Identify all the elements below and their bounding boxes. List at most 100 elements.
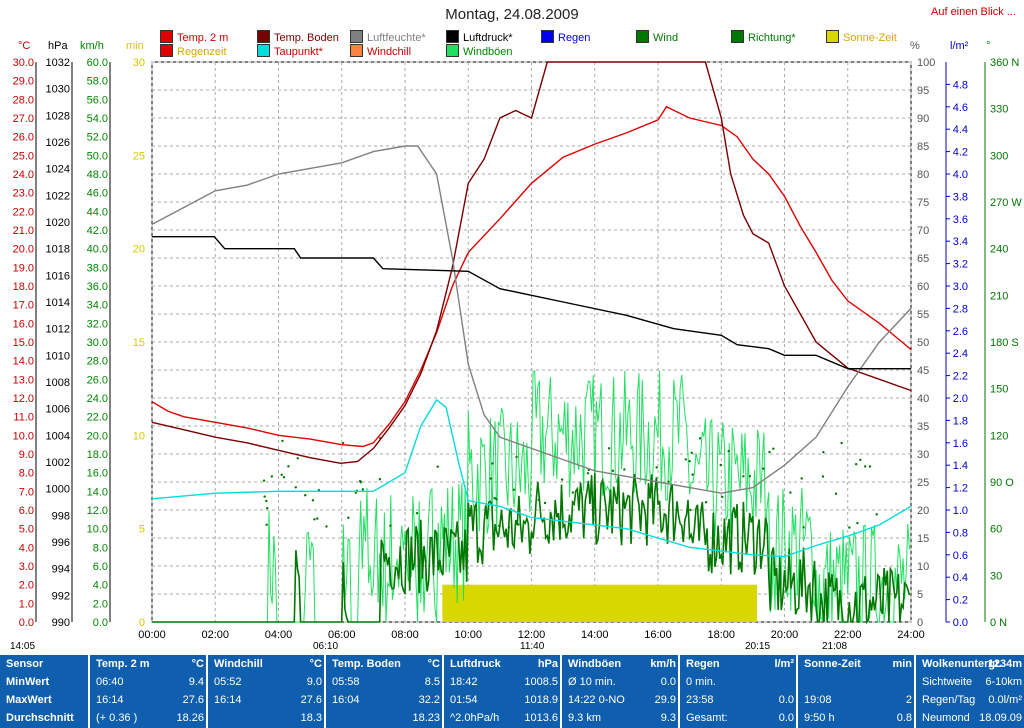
- legend-swatch: [257, 30, 270, 43]
- stats-value: 27.6: [300, 694, 322, 706]
- stats-value: 32.2: [418, 694, 440, 706]
- wind-tick: 58.0: [87, 76, 108, 88]
- stats-header-label: Windchill: [214, 658, 263, 670]
- direction-dot: [537, 498, 540, 502]
- direction-dot: [690, 451, 693, 454]
- direction-tick: 330: [990, 104, 1008, 116]
- direction-tick: 210: [990, 290, 1008, 302]
- stats-column: Temp. Boden °C 05:58 8.5 16:04 32.2 18.23: [324, 655, 444, 728]
- wind-tick: 38.0: [87, 262, 108, 274]
- series-luftfeuchte-: [151, 145, 912, 494]
- stats-header-unit: km/h: [650, 658, 676, 670]
- time-sunset: 20:15: [745, 641, 771, 652]
- temp-tick: 16.0: [13, 318, 34, 330]
- pressure-tick: 1012: [46, 324, 70, 336]
- direction-dot: [586, 472, 590, 475]
- legend-label: Taupunkt*: [274, 46, 323, 58]
- stats-value: 18.26: [176, 712, 204, 724]
- wind-tick: 42.0: [87, 225, 108, 237]
- direction-dot: [689, 508, 692, 512]
- wind-tick: 48.0: [87, 169, 108, 181]
- direction-dot: [623, 468, 626, 471]
- pressure-tick: 1006: [46, 404, 70, 416]
- humidity-tick: 55: [917, 309, 929, 321]
- stats-row: 18.23: [326, 709, 444, 727]
- direction-dot: [495, 498, 498, 501]
- temp-tick: 20.0: [13, 244, 34, 256]
- wind-tick: 16.0: [87, 468, 108, 480]
- humidity-tick: 85: [917, 141, 929, 153]
- rain-tick: 1.2: [953, 483, 968, 495]
- stats-time: 9:50 h: [804, 712, 835, 724]
- unit-percent: %: [910, 40, 920, 52]
- direction-dot: [698, 437, 702, 440]
- stats-row: 0 min.: [680, 673, 798, 691]
- direction-dot: [270, 475, 274, 478]
- direction-dot: [655, 466, 658, 469]
- pressure-tick: 994: [52, 564, 70, 576]
- x-tick: 04:00: [265, 629, 293, 641]
- glance-link[interactable]: Auf einen Blick ...: [931, 6, 1016, 18]
- direction-dot: [515, 455, 518, 459]
- stats-time: 19:08: [804, 694, 832, 706]
- stats-header-label: Temp. 2 m: [96, 658, 150, 670]
- wind-tick: 0.0: [93, 617, 108, 629]
- rain-tick: 3.6: [953, 214, 968, 226]
- stats-header: Temp. Boden °C: [326, 655, 444, 673]
- unit-wind: km/h: [80, 40, 104, 52]
- pressure-tick: 1010: [46, 350, 70, 362]
- stats-value: 18.3: [300, 712, 322, 724]
- x-tick: 00:00: [138, 629, 166, 641]
- legend-label: Luftfeuchte*: [367, 32, 426, 44]
- direction-dot: [560, 478, 564, 481]
- sun-tick: 20: [133, 244, 145, 256]
- sun-tick: 25: [133, 150, 145, 162]
- stats-column: Sonne-Zeit min 19:08 2 9:50 h 0.8: [796, 655, 916, 728]
- stats-row: 01:54 1018.9: [444, 691, 562, 709]
- pressure-tick: 1030: [46, 84, 70, 96]
- stats-time: 06:40: [96, 676, 124, 688]
- stats-value: 0.0: [660, 676, 676, 688]
- direction-dot: [296, 457, 299, 460]
- direction-dot: [834, 492, 838, 495]
- direction-dot: [507, 526, 511, 529]
- direction-dot: [800, 477, 803, 480]
- legend-swatch: [541, 30, 554, 43]
- pressure-tick: 1002: [46, 457, 70, 469]
- stats-row-label: Durchschnitt: [6, 712, 74, 724]
- direction-dot: [265, 506, 269, 510]
- direction-dot: [311, 499, 315, 502]
- x-tick: 08:00: [391, 629, 419, 641]
- series-taupunkt-: [151, 398, 912, 558]
- direction-tick: 0 N: [990, 617, 1007, 629]
- pressure-tick: 1016: [46, 270, 70, 282]
- stats-row: 16:04 32.2: [326, 691, 444, 709]
- rain-tick: 2.2: [953, 371, 968, 383]
- x-tick: 06:00: [328, 629, 356, 641]
- direction-tick: 180 S: [990, 337, 1019, 349]
- direction-dot: [727, 449, 730, 453]
- temp-tick: 30.0: [13, 57, 34, 69]
- pressure-tick: 1028: [46, 110, 70, 122]
- pressure-tick: 1032: [46, 57, 70, 69]
- direction-dot: [263, 495, 266, 498]
- temp-tick: 9.0: [19, 449, 34, 461]
- stats-row: 18.3: [208, 709, 326, 727]
- direction-dot: [802, 526, 805, 529]
- x-tick: 22:00: [834, 629, 862, 641]
- direction-dot: [856, 521, 859, 525]
- pressure-tick: 1014: [46, 297, 70, 309]
- stats-value: 2: [905, 694, 912, 706]
- direction-tick: 360 N: [990, 57, 1019, 69]
- wind-tick: 26.0: [87, 374, 108, 386]
- pressure-tick: 1022: [46, 190, 70, 202]
- wind-tick: 30.0: [87, 337, 108, 349]
- temp-tick: 0.0: [19, 617, 34, 629]
- sun-tick: 0: [139, 617, 145, 629]
- direction-dot: [863, 465, 867, 468]
- stats-row: 05:52 9.0: [208, 673, 326, 691]
- wind-tick: 6.0: [93, 561, 108, 573]
- direction-dot: [772, 447, 775, 450]
- direction-dot: [517, 523, 520, 526]
- legend-item: Taupunkt*: [257, 44, 323, 58]
